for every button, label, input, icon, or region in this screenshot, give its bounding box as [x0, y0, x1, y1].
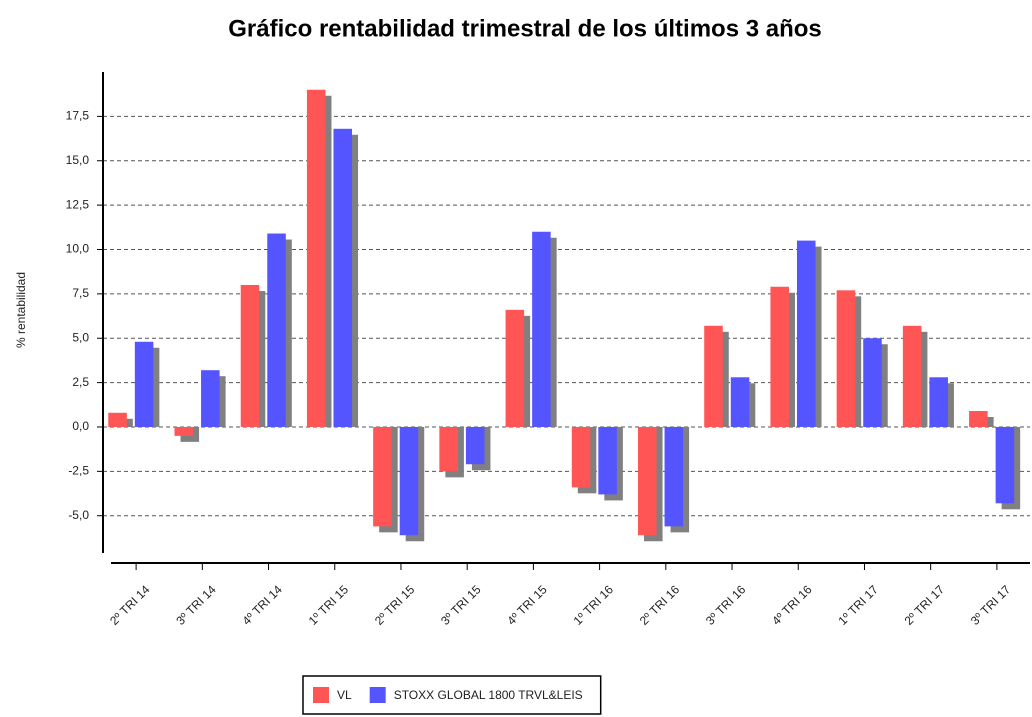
bar: [306, 89, 326, 427]
y-tick-label: 15,0: [66, 153, 90, 167]
y-tick-label: -5,0: [68, 508, 89, 522]
y-tick-label: 17,5: [66, 109, 90, 123]
legend-label: STOXX GLOBAL 1800 TRVL&LEIS: [394, 688, 583, 702]
bar: [969, 411, 988, 427]
x-tick-label: 2º TRI 15: [372, 582, 418, 628]
bar: [929, 377, 948, 427]
x-tick-label: 2º TRI 16: [637, 582, 683, 628]
y-axis-label: % rentabilidad: [14, 272, 28, 348]
bar: [532, 231, 551, 427]
y-tick-label: 12,5: [66, 197, 90, 211]
y-tick-label: 10,0: [66, 242, 90, 256]
x-tick-label: 4º TRI 15: [504, 582, 550, 628]
x-tick-label: 3º TRI 15: [438, 582, 484, 628]
bar: [638, 426, 657, 536]
x-tick-label: 4º TRI 16: [769, 582, 815, 628]
y-tick-label: 0,0: [72, 419, 89, 433]
legend: VL STOXX GLOBAL 1800 TRVL&LEIS: [302, 675, 602, 715]
x-tick-label: 3º TRI 16: [703, 582, 749, 628]
bar: [201, 370, 220, 427]
bar: [439, 426, 458, 472]
x-tick-label: 3º TRI 17: [968, 582, 1014, 628]
y-tick-label: 2,5: [72, 375, 89, 389]
bar: [465, 426, 485, 465]
bar: [664, 426, 684, 527]
y-tick-label: -2,5: [68, 464, 89, 478]
bar: [174, 426, 194, 436]
bar: [995, 426, 1015, 504]
y-tick-label: 7,5: [72, 286, 89, 300]
chart-title: Gráfico rentabilidad trimestral de los ú…: [228, 15, 821, 42]
bar: [730, 377, 750, 427]
bar: [863, 338, 882, 427]
legend-box: [302, 675, 602, 715]
x-tick-label: 4º TRI 14: [240, 582, 286, 628]
legend-swatch: [369, 687, 386, 703]
bar: [240, 284, 260, 427]
bar: [505, 309, 525, 427]
y-tick-label: 5,0: [72, 330, 89, 344]
bar: [134, 341, 154, 427]
bar: [373, 426, 392, 527]
bar: [704, 325, 723, 427]
x-tick-label: 3º TRI 14: [173, 582, 219, 628]
bar: [571, 426, 591, 488]
x-tick-label: 1º TRI 15: [306, 582, 352, 628]
x-tick-label: 2º TRI 17: [902, 582, 948, 628]
bar: [399, 426, 419, 536]
bar: [796, 240, 816, 427]
x-tick-label: 1º TRI 17: [835, 582, 881, 628]
bar: [902, 325, 922, 427]
x-tick-label: 2º TRI 14: [107, 582, 153, 628]
legend-label: VL: [337, 688, 352, 702]
bar: [267, 233, 286, 427]
bar: [836, 290, 856, 427]
bar: [598, 426, 617, 495]
x-tick-label: 1º TRI 16: [571, 582, 617, 628]
bar: [770, 286, 789, 427]
legend-swatch: [313, 687, 329, 703]
bar: [108, 412, 127, 427]
bar: [333, 128, 353, 427]
